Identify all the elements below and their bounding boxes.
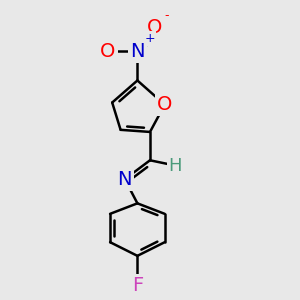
Text: N: N [130,42,145,61]
Text: +: + [145,32,155,45]
Text: H: H [169,157,182,175]
Text: O: O [157,95,172,114]
Text: -: - [165,9,169,22]
Text: F: F [132,276,143,295]
Text: N: N [118,170,132,189]
Text: O: O [100,42,116,61]
Text: O: O [146,19,162,38]
